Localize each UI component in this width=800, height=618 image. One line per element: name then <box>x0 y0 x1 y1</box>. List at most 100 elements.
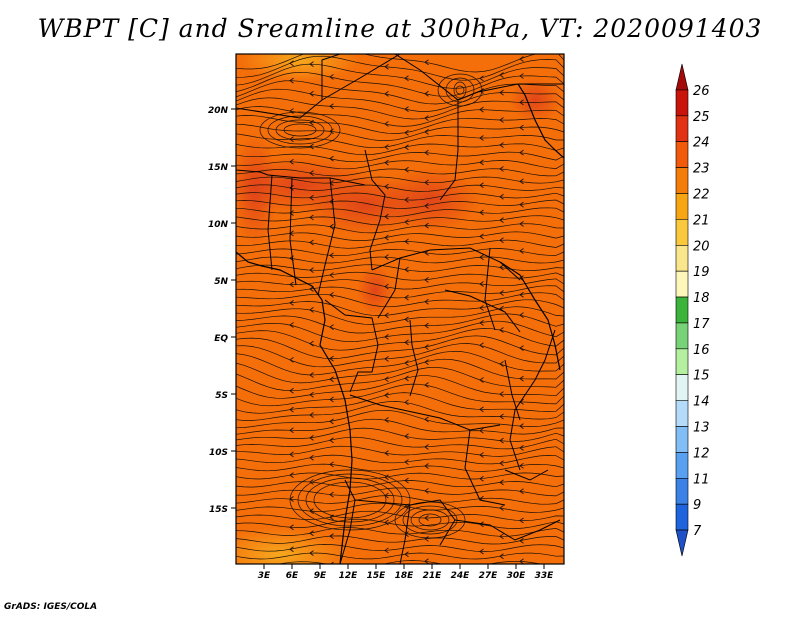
colorbar-label: 25 <box>693 110 710 125</box>
streamline <box>236 264 564 272</box>
streamline-arrow <box>519 517 524 524</box>
streamline-arrow <box>329 324 334 331</box>
streamline-arrow <box>309 143 314 150</box>
streamline-arrow <box>289 108 294 114</box>
streamline-arrow <box>329 252 334 259</box>
streamline-arrow <box>404 294 409 301</box>
streamline-arrow <box>404 360 409 366</box>
streamline <box>236 115 564 134</box>
colorbar-segment <box>675 503 689 531</box>
streamline-arrow <box>424 202 429 209</box>
colorbar-segment <box>675 322 689 350</box>
streamline-arrow <box>479 75 484 82</box>
lat-tick-label: 10S <box>209 448 228 458</box>
colorbar-label: 21 <box>693 213 710 228</box>
streamline-arrow <box>404 459 409 465</box>
streamline-arrow <box>404 339 409 346</box>
streamline-arrow <box>404 266 409 273</box>
lat-tick-label: 5N <box>214 277 228 287</box>
streamline <box>236 436 564 450</box>
streamline-arrow <box>479 305 484 311</box>
streamline-arrow <box>519 312 524 319</box>
footer-credit: GrADS: IGES/COLA <box>4 602 98 612</box>
lat-tick-label: 20N <box>208 106 229 116</box>
streamline-arrow <box>404 219 409 225</box>
streamline <box>236 383 564 407</box>
streamline-arrow <box>384 547 389 554</box>
streamline-arrow <box>384 234 389 241</box>
streamline-arrow <box>424 322 429 329</box>
streamline-arrow <box>479 475 484 482</box>
lon-tick-label: 30E <box>507 571 527 581</box>
streamline-arrow <box>309 508 314 514</box>
streamline-arrow <box>384 183 389 190</box>
lat-tick-label: EQ <box>214 334 228 344</box>
streamline <box>236 328 564 351</box>
streamline-arrow <box>329 272 334 278</box>
latitude-axis: 20N 15N 10N 5N EQ 5S 10S 15S <box>208 106 236 515</box>
streamline-arrow <box>519 444 524 451</box>
streamline-arrow <box>384 91 389 97</box>
streamline-arrow <box>329 74 334 80</box>
colorbar-segment <box>675 529 689 557</box>
lon-tick-label: 12E <box>339 571 359 581</box>
lat-tick-label: 5S <box>215 391 228 401</box>
streamline-arrow <box>519 488 524 495</box>
streamline-arrow <box>309 530 314 537</box>
colorbar-label: 15 <box>693 369 710 384</box>
streamline-arrow <box>499 117 504 123</box>
streamline-vortex <box>305 477 395 523</box>
streamline-arrow <box>499 142 504 148</box>
streamline-vortex <box>259 111 341 149</box>
streamline-arrow <box>519 73 524 79</box>
streamline-arrow <box>384 254 389 260</box>
streamline-arrow <box>499 413 504 420</box>
streamline-arrow <box>404 166 409 173</box>
colorbar-label: 12 <box>693 446 710 461</box>
streamline-arrow <box>329 291 334 298</box>
streamline-arrow <box>309 61 314 68</box>
streamline <box>236 552 564 560</box>
lon-tick-label: 3E <box>258 571 271 581</box>
streamline-arrow <box>289 406 294 413</box>
streamline <box>236 151 564 163</box>
streamline-arrow <box>289 300 294 306</box>
colorbar-label: 18 <box>693 291 710 306</box>
colorbar-label: 24 <box>693 136 710 151</box>
streamline-arrow <box>499 391 504 398</box>
lon-tick-label: 33E <box>535 571 555 581</box>
streamline <box>236 335 564 359</box>
streamline-arrow <box>404 106 409 112</box>
streamline-arrow <box>479 254 484 261</box>
streamline <box>236 463 564 472</box>
streamline-arrow <box>309 391 314 398</box>
streamline-arrow <box>384 334 389 340</box>
colorbar-segment <box>675 244 689 272</box>
streamline-arrow <box>309 412 314 418</box>
streamline-arrow <box>519 462 524 469</box>
streamline-arrow <box>289 387 294 394</box>
streamline-arrow <box>289 158 294 165</box>
streamline-arrow <box>499 193 504 200</box>
streamline-arrow <box>384 417 389 423</box>
streamline-arrow <box>384 450 389 456</box>
chart-title: WBPT [C] and Sreamline at 300hPa, VT: 20… <box>37 14 763 43</box>
lat-tick-label: 10N <box>208 220 229 230</box>
colorbar-label: 23 <box>693 162 710 177</box>
streamline <box>236 192 564 201</box>
streamline-arrow <box>404 477 409 484</box>
streamline-arrow <box>309 194 314 201</box>
streamline-vortex <box>437 73 483 107</box>
streamline-arrow <box>424 115 429 122</box>
streamline-arrow <box>499 166 504 172</box>
lon-tick-label: 24E <box>451 571 471 581</box>
streamline-arrow <box>499 460 504 467</box>
streamline-arrow <box>329 461 334 468</box>
colorbar-label: 26 <box>693 84 710 99</box>
streamline <box>236 97 564 120</box>
streamline-arrow <box>404 144 409 151</box>
streamline-arrow <box>289 451 294 458</box>
streamline-arrow <box>519 537 524 544</box>
colorbar-segment <box>675 141 689 168</box>
